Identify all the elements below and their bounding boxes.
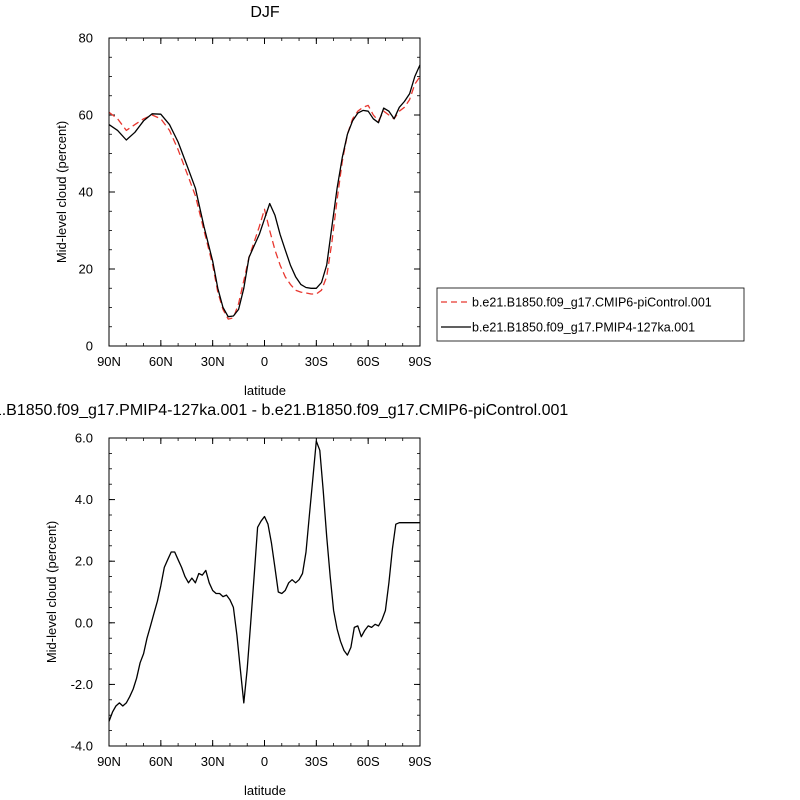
bottom-chart-x-tick-label: 30N	[201, 754, 225, 769]
bottom-chart-frame	[108, 437, 421, 747]
top-chart-x-tick-label: 60S	[357, 354, 380, 369]
bottom-chart-x-tick-label: 30S	[305, 754, 328, 769]
top-chart: DJF latitude Mid-level cloud (percent) 9…	[54, 4, 432, 398]
top-chart-x-tick-label: 30S	[305, 354, 328, 369]
top-chart-frame	[108, 37, 421, 347]
bottom-chart: b.e21.B1850.f09_g17.PMIP4-127ka.001 - b.…	[0, 402, 568, 798]
bottom-chart-axes: 90N 60N 30N 0 30S 60S 90S -4.0 -2.0 0.0 2.0 4.0 6.0	[71, 431, 432, 770]
top-chart-ylabel: Mid-level cloud (percent)	[54, 121, 69, 263]
bottom-chart-x-tick-label: 90S	[408, 754, 431, 769]
bottom-chart-y-tick-label: -2.0	[71, 677, 93, 692]
top-chart-x-tick-label: 90N	[97, 354, 121, 369]
top-chart-x-tick-label: 90S	[408, 354, 431, 369]
bottom-chart-x-tick-label: 0	[261, 754, 268, 769]
bottom-chart-y-tick-label: 2.0	[75, 554, 93, 569]
top-chart-xlabel: latitude	[244, 383, 286, 398]
top-chart-series-line-1	[108, 64, 421, 318]
top-chart-y-tick-label: 80	[79, 31, 93, 46]
top-chart-axes: 90N 60N 30N 0 30S 60S 90S 0 20 40 60 80	[79, 31, 432, 370]
top-chart-x-tick-label: 30N	[201, 354, 225, 369]
top-chart-y-tick-label: 40	[79, 185, 93, 200]
bottom-chart-y-tick-label: 6.0	[75, 431, 93, 446]
legend: b.e21.B1850.f09_g17.CMIP6-piControl.001 …	[436, 287, 745, 342]
bottom-chart-xlabel: latitude	[244, 783, 286, 798]
bottom-chart-series-line-0	[108, 440, 420, 722]
top-chart-x-tick-label: 60N	[149, 354, 173, 369]
bottom-chart-title: b.e21.B1850.f09_g17.PMIP4-127ka.001 - b.…	[0, 402, 568, 419]
top-chart-y-tick-label: 60	[79, 108, 93, 123]
top-chart-x-tick-label: 0	[261, 354, 268, 369]
top-chart-series	[108, 64, 421, 320]
bottom-chart-x-tick-label: 60N	[149, 754, 173, 769]
bottom-chart-y-tick-label: 0.0	[75, 615, 93, 630]
top-chart-y-tick-label: 0	[86, 339, 93, 354]
legend-label-127ka: b.e21.B1850.f09_g17.PMIP4-127ka.001	[472, 321, 695, 335]
bottom-chart-y-tick-label: -4.0	[71, 739, 93, 754]
bottom-chart-ylabel: Mid-level cloud (percent)	[44, 521, 59, 663]
bottom-chart-x-tick-label: 60S	[357, 754, 380, 769]
legend-label-picontrol: b.e21.B1850.f09_g17.CMIP6-piControl.001	[472, 296, 712, 310]
bottom-chart-y-tick-label: 4.0	[75, 492, 93, 507]
top-chart-series-line-0	[108, 76, 421, 320]
bottom-chart-x-tick-label: 90N	[97, 754, 121, 769]
bottom-chart-series	[108, 440, 420, 722]
legend-box	[436, 287, 745, 342]
top-chart-title: DJF	[250, 4, 280, 21]
top-chart-y-tick-label: 20	[79, 262, 93, 277]
